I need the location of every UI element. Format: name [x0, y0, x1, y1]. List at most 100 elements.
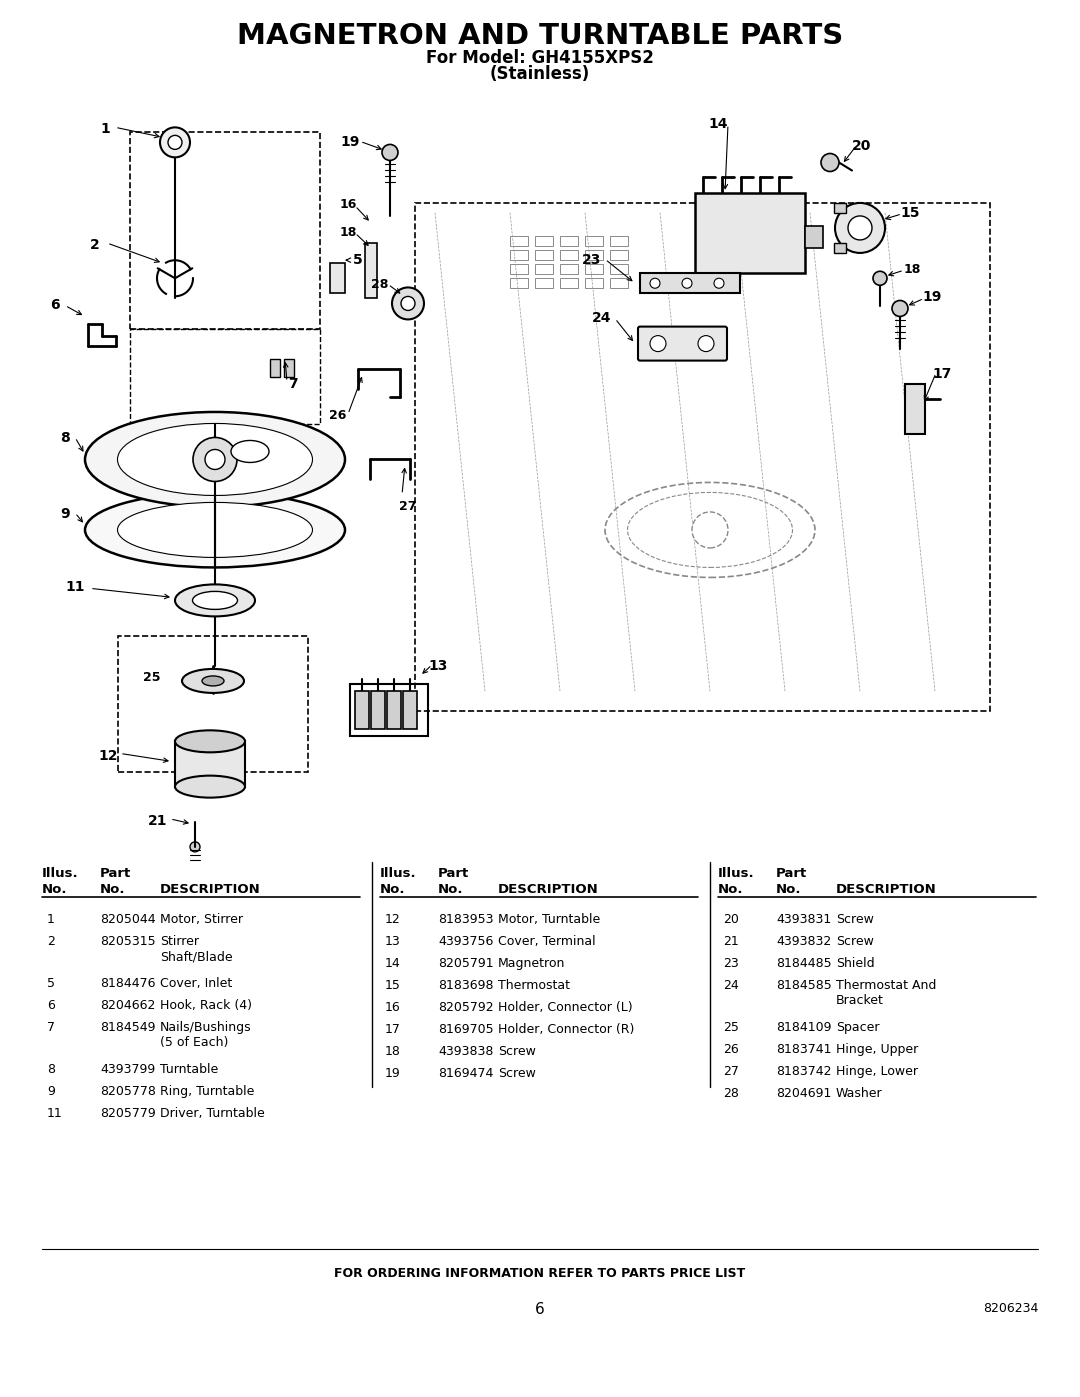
Circle shape [168, 136, 183, 149]
Circle shape [160, 127, 190, 158]
Circle shape [650, 335, 666, 352]
Text: 4393756: 4393756 [438, 935, 494, 949]
Circle shape [650, 278, 660, 288]
Text: 16: 16 [339, 198, 356, 211]
Text: No.: No. [718, 883, 743, 895]
Circle shape [382, 144, 399, 161]
Text: Illus.: Illus. [42, 868, 79, 880]
Ellipse shape [85, 412, 345, 507]
Bar [175, 742, 245, 787]
Text: Screw: Screw [836, 914, 874, 926]
Text: 8183698: 8183698 [438, 979, 494, 992]
Bar [510, 250, 528, 260]
Circle shape [848, 217, 872, 240]
Circle shape [714, 278, 724, 288]
Text: 18: 18 [339, 226, 356, 239]
Circle shape [193, 437, 237, 482]
Bar [403, 692, 417, 729]
Bar [535, 278, 553, 288]
Text: 8205791: 8205791 [438, 957, 494, 970]
Ellipse shape [192, 591, 238, 609]
Bar [561, 278, 578, 288]
Text: 8184109: 8184109 [777, 1021, 832, 1034]
Text: 7: 7 [48, 1021, 55, 1034]
Bar [535, 264, 553, 274]
Text: 8169705: 8169705 [438, 1023, 494, 1037]
Text: 8183953: 8183953 [438, 914, 494, 926]
Text: 23: 23 [723, 957, 739, 970]
Bar [834, 243, 847, 253]
Bar [834, 203, 847, 214]
Bar [561, 250, 578, 260]
Text: 19: 19 [340, 136, 360, 149]
Text: 14: 14 [708, 117, 728, 131]
Text: 4393838: 4393838 [438, 1045, 494, 1058]
Bar [561, 236, 578, 246]
Text: Stirrer
Shaft/Blade: Stirrer Shaft/Blade [160, 935, 232, 963]
Text: 18: 18 [384, 1045, 401, 1058]
Text: DESCRIPTION: DESCRIPTION [498, 883, 598, 895]
Text: Cover, Terminal: Cover, Terminal [498, 935, 596, 949]
Text: 8184549: 8184549 [100, 1021, 156, 1034]
Text: 19: 19 [922, 291, 942, 305]
Text: Hook, Rack (4): Hook, Rack (4) [160, 999, 252, 1011]
Text: 17: 17 [384, 1023, 401, 1037]
Text: Washer: Washer [836, 1087, 882, 1099]
Text: For Model: GH4155XPS2: For Model: GH4155XPS2 [427, 49, 653, 67]
Bar [372, 692, 384, 729]
Text: Cover, Inlet: Cover, Inlet [160, 977, 232, 990]
Text: No.: No. [380, 883, 405, 895]
Text: Nails/Bushings
(5 of Each): Nails/Bushings (5 of Each) [160, 1021, 252, 1049]
Text: 5: 5 [48, 977, 55, 990]
Text: Magnetron: Magnetron [498, 957, 565, 970]
Text: 8205778: 8205778 [100, 1085, 156, 1098]
Text: 1: 1 [100, 122, 110, 137]
Ellipse shape [231, 440, 269, 462]
Text: 8183741: 8183741 [777, 1044, 832, 1056]
Bar [118, 636, 308, 771]
Text: 4393831: 4393831 [777, 914, 832, 926]
Text: 27: 27 [723, 1065, 739, 1078]
Text: 14: 14 [384, 957, 401, 970]
Text: Spacer: Spacer [836, 1021, 879, 1034]
Ellipse shape [118, 423, 312, 496]
Circle shape [692, 511, 728, 548]
Text: 18: 18 [903, 263, 920, 277]
Text: 11: 11 [65, 580, 84, 594]
Text: 25: 25 [723, 1021, 739, 1034]
Text: 16: 16 [384, 1002, 401, 1014]
Text: Illus.: Illus. [380, 868, 417, 880]
Ellipse shape [175, 584, 255, 616]
Text: 8205044: 8205044 [100, 914, 156, 926]
Text: 21: 21 [723, 935, 739, 949]
Text: Part: Part [100, 868, 132, 880]
Text: 8206234: 8206234 [983, 1302, 1038, 1315]
Text: 8184476: 8184476 [100, 977, 156, 990]
Bar [130, 328, 320, 425]
Text: 5: 5 [353, 253, 363, 267]
Text: 2: 2 [90, 237, 99, 251]
Text: 8205792: 8205792 [438, 1002, 494, 1014]
Text: 25: 25 [144, 671, 161, 685]
Text: Holder, Connector (R): Holder, Connector (R) [498, 1023, 634, 1037]
Text: (Stainless): (Stainless) [490, 66, 590, 82]
Text: 8: 8 [60, 432, 70, 446]
Circle shape [190, 842, 200, 852]
Text: 13: 13 [384, 935, 401, 949]
Circle shape [205, 450, 225, 469]
Text: 19: 19 [384, 1067, 401, 1080]
Text: 15: 15 [901, 205, 920, 219]
Text: Shield: Shield [836, 957, 875, 970]
Bar [535, 236, 553, 246]
Text: No.: No. [42, 883, 67, 895]
Bar [585, 264, 603, 274]
Text: 8184485: 8184485 [777, 957, 832, 970]
Text: DESCRIPTION: DESCRIPTION [160, 883, 260, 895]
Text: Hinge, Lower: Hinge, Lower [836, 1065, 918, 1078]
Bar [284, 359, 294, 377]
Ellipse shape [175, 775, 245, 798]
Circle shape [835, 203, 885, 253]
Text: Thermostat: Thermostat [498, 979, 570, 992]
Bar [365, 243, 377, 298]
Text: 8169474: 8169474 [438, 1067, 494, 1080]
